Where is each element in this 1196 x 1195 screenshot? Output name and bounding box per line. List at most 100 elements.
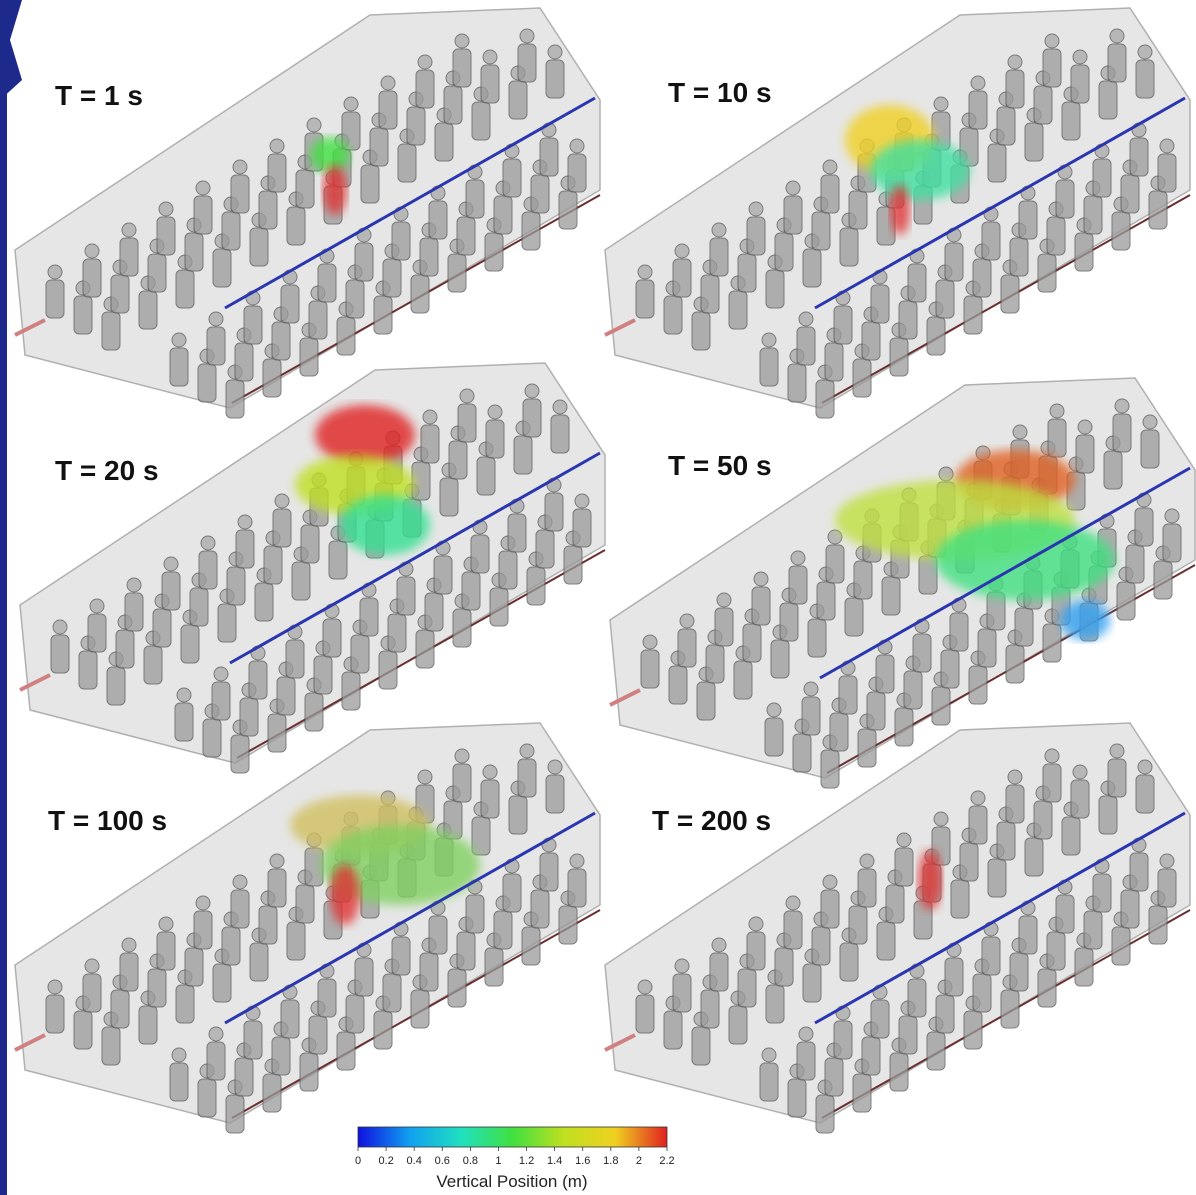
seat (235, 343, 253, 381)
seat (244, 1021, 262, 1059)
passenger-head (799, 1027, 813, 1041)
seat (102, 1027, 120, 1065)
seat (416, 70, 434, 108)
colorbar-tick-label: 0.8 (463, 1155, 478, 1167)
seat (231, 890, 249, 928)
seat (259, 906, 277, 944)
passenger-head (1165, 509, 1179, 523)
seat (738, 969, 756, 1007)
seat (361, 165, 379, 203)
seat (766, 985, 784, 1023)
seat (318, 979, 336, 1017)
seat (673, 974, 691, 1012)
seat (509, 796, 527, 834)
seat (416, 630, 434, 668)
colorbar-tick-label: 2.2 (659, 1155, 674, 1167)
passenger-head (1110, 744, 1124, 758)
seat (194, 911, 212, 949)
seat (471, 535, 489, 573)
seat (420, 953, 438, 991)
colorbar-tick-label: 1.2 (519, 1155, 534, 1167)
seat (752, 587, 770, 625)
seat (139, 291, 157, 329)
seat (734, 661, 752, 699)
seat (153, 609, 171, 647)
seat (379, 651, 397, 689)
passenger-head (201, 536, 215, 550)
seat (185, 233, 203, 271)
seat (125, 593, 143, 631)
seat (139, 1006, 157, 1044)
seat (830, 713, 848, 751)
seat (259, 191, 277, 229)
passenger-head (762, 333, 776, 347)
seat (840, 228, 858, 266)
seat (1121, 890, 1139, 928)
seat (1056, 895, 1074, 933)
seat (351, 635, 369, 673)
seat (559, 191, 577, 229)
panel-label: T = 50 s (668, 450, 772, 481)
seat (292, 562, 310, 600)
seat (862, 322, 880, 360)
seat (882, 577, 900, 615)
seat (908, 979, 926, 1017)
seat (458, 404, 476, 442)
passenger-head (525, 384, 539, 398)
seat (83, 259, 101, 297)
passenger-head (823, 875, 837, 889)
seat (453, 49, 471, 87)
seat (1099, 81, 1117, 119)
seat (268, 154, 286, 192)
seat (1084, 196, 1102, 234)
seat (499, 551, 517, 589)
seat (982, 937, 1000, 975)
seat (268, 714, 286, 752)
seat (701, 275, 719, 313)
seat (573, 509, 591, 547)
passenger-head (460, 389, 474, 403)
seat (890, 1053, 908, 1091)
seat (523, 399, 541, 437)
passenger-head (214, 667, 228, 681)
seat (421, 425, 439, 463)
seat (678, 629, 696, 667)
seat (522, 212, 540, 250)
seat (738, 254, 756, 292)
seat (1126, 545, 1144, 583)
seat (508, 514, 526, 552)
seat (318, 264, 336, 302)
passenger-head (48, 265, 62, 279)
seat (296, 885, 314, 923)
seat (546, 60, 564, 98)
colorbar-tick-label: 1 (495, 1155, 501, 1167)
passenger-head (159, 917, 173, 931)
seat (854, 561, 872, 599)
passenger-head (53, 620, 67, 634)
seat (281, 1000, 299, 1038)
seat (936, 995, 954, 1033)
seat (144, 646, 162, 684)
seat (198, 364, 216, 402)
passenger-head (127, 578, 141, 592)
seat (374, 1011, 392, 1049)
seat (788, 1079, 806, 1117)
seat (904, 671, 922, 709)
seat (434, 556, 452, 594)
passenger-head (1050, 404, 1064, 418)
seat (821, 890, 839, 928)
seat (982, 222, 1000, 260)
seat (236, 530, 254, 568)
seat (1025, 123, 1043, 161)
passenger-head (196, 896, 210, 910)
seat (793, 734, 811, 772)
seat (485, 233, 503, 271)
seat (834, 1021, 852, 1059)
seat (780, 603, 798, 641)
seat (46, 995, 64, 1033)
seat (1084, 911, 1102, 949)
seat (51, 635, 69, 673)
seat (1130, 138, 1148, 176)
seat (74, 296, 92, 334)
seat (1038, 254, 1056, 292)
